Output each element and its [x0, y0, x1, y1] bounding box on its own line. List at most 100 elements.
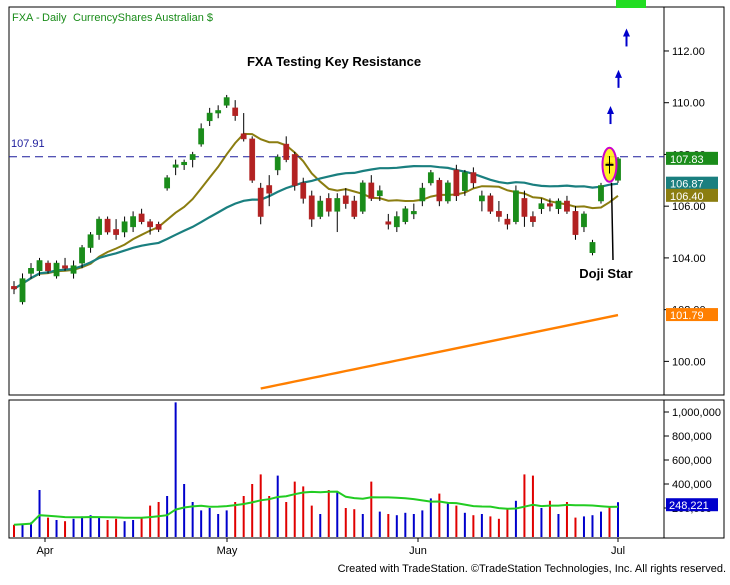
candle-body — [547, 203, 553, 207]
x-tick-label: Jun — [409, 545, 427, 557]
candle-body — [164, 177, 171, 189]
candle-body — [530, 216, 536, 222]
x-tick-label: May — [217, 545, 238, 557]
candle-body — [538, 203, 545, 210]
target-arrow-head — [622, 28, 630, 37]
volume-tick-label: 800,000 — [672, 431, 712, 443]
candle-body — [496, 211, 502, 217]
candle-body — [393, 216, 400, 228]
volume-average-line — [13, 490, 619, 526]
candle-body — [104, 218, 111, 233]
candle-body — [342, 195, 349, 204]
candle-body — [419, 187, 426, 202]
candle-body — [45, 262, 51, 272]
candle-body — [325, 198, 332, 212]
price-value-label: 106.40 — [670, 191, 704, 203]
volume-tick-label: 1,000,000 — [672, 407, 721, 419]
price-value-label: 101.79 — [670, 310, 704, 322]
header-sep: - — [33, 12, 43, 24]
long-moving-average-line — [260, 313, 619, 390]
candle-body — [138, 213, 145, 222]
doji-pointer-line — [610, 182, 614, 261]
doji-star-label: Doji Star — [579, 266, 632, 281]
candle-body — [368, 182, 375, 199]
target-arrow-head — [606, 106, 614, 115]
price-value-label-box — [666, 151, 718, 165]
price-value-label-box — [666, 308, 718, 322]
candle-body — [274, 156, 281, 171]
candle-body — [376, 190, 383, 197]
candle-body — [87, 234, 94, 248]
candle-body — [453, 169, 460, 197]
chart-title: FXA Testing Key Resistance — [247, 54, 421, 69]
volume-axis-panel — [663, 399, 725, 539]
candle-body — [300, 182, 307, 199]
candle-body — [172, 164, 179, 168]
candle-body — [155, 224, 162, 230]
candle-body — [334, 198, 341, 212]
candle-body — [257, 187, 264, 217]
candle-body — [11, 286, 17, 290]
x-tick-label: Jul — [611, 545, 625, 557]
candle-body — [351, 200, 358, 217]
price-tick-label: 110.00 — [672, 98, 705, 110]
candle-body — [121, 221, 128, 233]
candle-body — [206, 112, 213, 122]
candle-body — [513, 190, 519, 222]
candle-body — [232, 107, 239, 116]
target-arrow-head — [614, 69, 622, 78]
candle-body — [402, 208, 409, 222]
candle-body — [79, 247, 85, 264]
price-value-label: 106.87 — [670, 179, 704, 191]
candle-body — [240, 133, 247, 140]
price-value-label: 107.83 — [670, 154, 704, 166]
candle-body — [589, 242, 596, 253]
candle-body — [317, 200, 324, 217]
candle-body — [504, 218, 511, 225]
candle-body — [436, 180, 443, 202]
price-tick-label: 104.00 — [672, 253, 706, 265]
candle-body — [572, 211, 579, 235]
candle-body — [53, 262, 60, 277]
candle-body — [564, 200, 570, 212]
volume-tick-label: 600,000 — [672, 455, 712, 467]
candle-body — [266, 185, 273, 194]
candle-body — [479, 195, 485, 202]
candle-body — [96, 218, 102, 235]
candle-body — [291, 154, 298, 186]
candle-body — [36, 260, 43, 272]
candle-body — [581, 213, 587, 228]
candle-body — [487, 195, 494, 212]
candle-body — [215, 110, 222, 114]
candle-body — [198, 128, 205, 145]
candle-body — [470, 172, 477, 184]
footer-credit: Created with TradeStation. ©TradeStation… — [337, 563, 726, 575]
mid-moving-average-line — [13, 164, 619, 290]
header-period: Daily — [42, 12, 67, 24]
candle-body — [359, 182, 366, 212]
candle-body — [62, 265, 68, 269]
price-value-label-box — [666, 188, 718, 202]
candle-body — [130, 216, 136, 228]
candle-body — [598, 185, 604, 202]
price-tick-label: 106.00 — [672, 201, 706, 213]
candle-body — [308, 195, 315, 220]
volume-value-label: 248,221 — [669, 500, 709, 512]
candle-body — [147, 221, 153, 228]
volume-tick-label: 400,000 — [672, 479, 712, 491]
candle-body — [19, 278, 26, 303]
resistance-label: 107.91 — [11, 138, 45, 150]
scroll-tab[interactable] — [616, 0, 646, 8]
candle-body — [249, 138, 256, 181]
candle-body — [521, 198, 528, 217]
candle-body — [427, 172, 434, 184]
candle-body — [385, 221, 392, 225]
candle-body — [410, 211, 417, 215]
header-name: CurrencyShares Australian $ — [73, 12, 213, 24]
candle-body — [70, 265, 77, 274]
price-tick-label: 112.00 — [672, 46, 705, 58]
candle-body — [223, 97, 230, 106]
price-tick-label: 100.00 — [672, 356, 706, 368]
